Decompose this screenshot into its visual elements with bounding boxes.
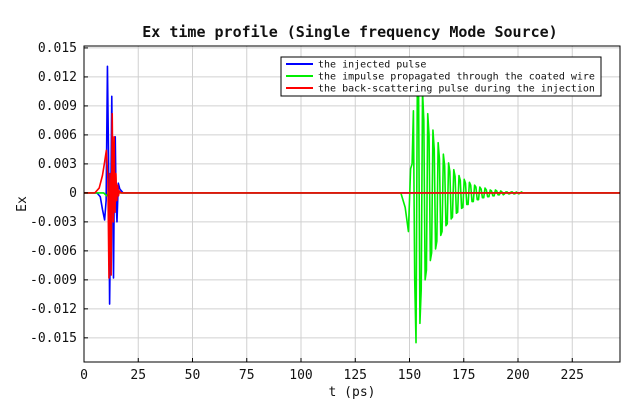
ticks: 0 25 50 75 100 125 150 175 200 225 0.015 0.012 0.009… xyxy=(30,41,584,383)
grid xyxy=(83,46,620,362)
y-tick-label: 0.009 xyxy=(38,99,77,114)
x-tick-label: 225 xyxy=(561,368,584,383)
x-tick-label: 100 xyxy=(289,368,312,383)
y-tick-label: 0.012 xyxy=(38,70,77,85)
legend-label-1: the injected pulse xyxy=(318,60,426,71)
x-tick-label: 150 xyxy=(398,368,421,383)
series-line-3 xyxy=(84,112,620,279)
y-tick-label: 0.015 xyxy=(38,41,77,56)
y-tick-label: 0 xyxy=(69,186,77,201)
y-tick-label: -0.012 xyxy=(30,302,77,317)
legend-label-2: the impulse propagated through the coate… xyxy=(318,72,595,83)
y-axis-label: Ex xyxy=(15,196,30,212)
y-tick-label: 0.006 xyxy=(38,128,77,143)
y-tick-label: -0.009 xyxy=(30,273,77,288)
y-tick-label: -0.015 xyxy=(30,331,77,346)
x-tick-label: 200 xyxy=(506,368,529,383)
x-tick-label: 50 xyxy=(185,368,201,383)
x-tick-label: 25 xyxy=(130,368,146,383)
y-tick-label: -0.006 xyxy=(30,244,77,259)
y-tick-label: -0.003 xyxy=(30,215,77,230)
series-layer xyxy=(84,65,620,344)
chart-title: Ex time profile (Single frequency Mode S… xyxy=(142,23,557,41)
plot-frame xyxy=(83,45,621,363)
y-tick-label: 0.003 xyxy=(38,157,77,172)
x-tick-label: 0 xyxy=(80,368,88,383)
x-tick-label: 75 xyxy=(239,368,255,383)
x-tick-label: 175 xyxy=(452,368,475,383)
legend-box xyxy=(280,56,602,97)
legend-label-3: the back-scattering pulse during the inj… xyxy=(318,84,595,95)
x-tick-label: 125 xyxy=(344,368,367,383)
x-axis-label: t (ps) xyxy=(329,385,376,400)
